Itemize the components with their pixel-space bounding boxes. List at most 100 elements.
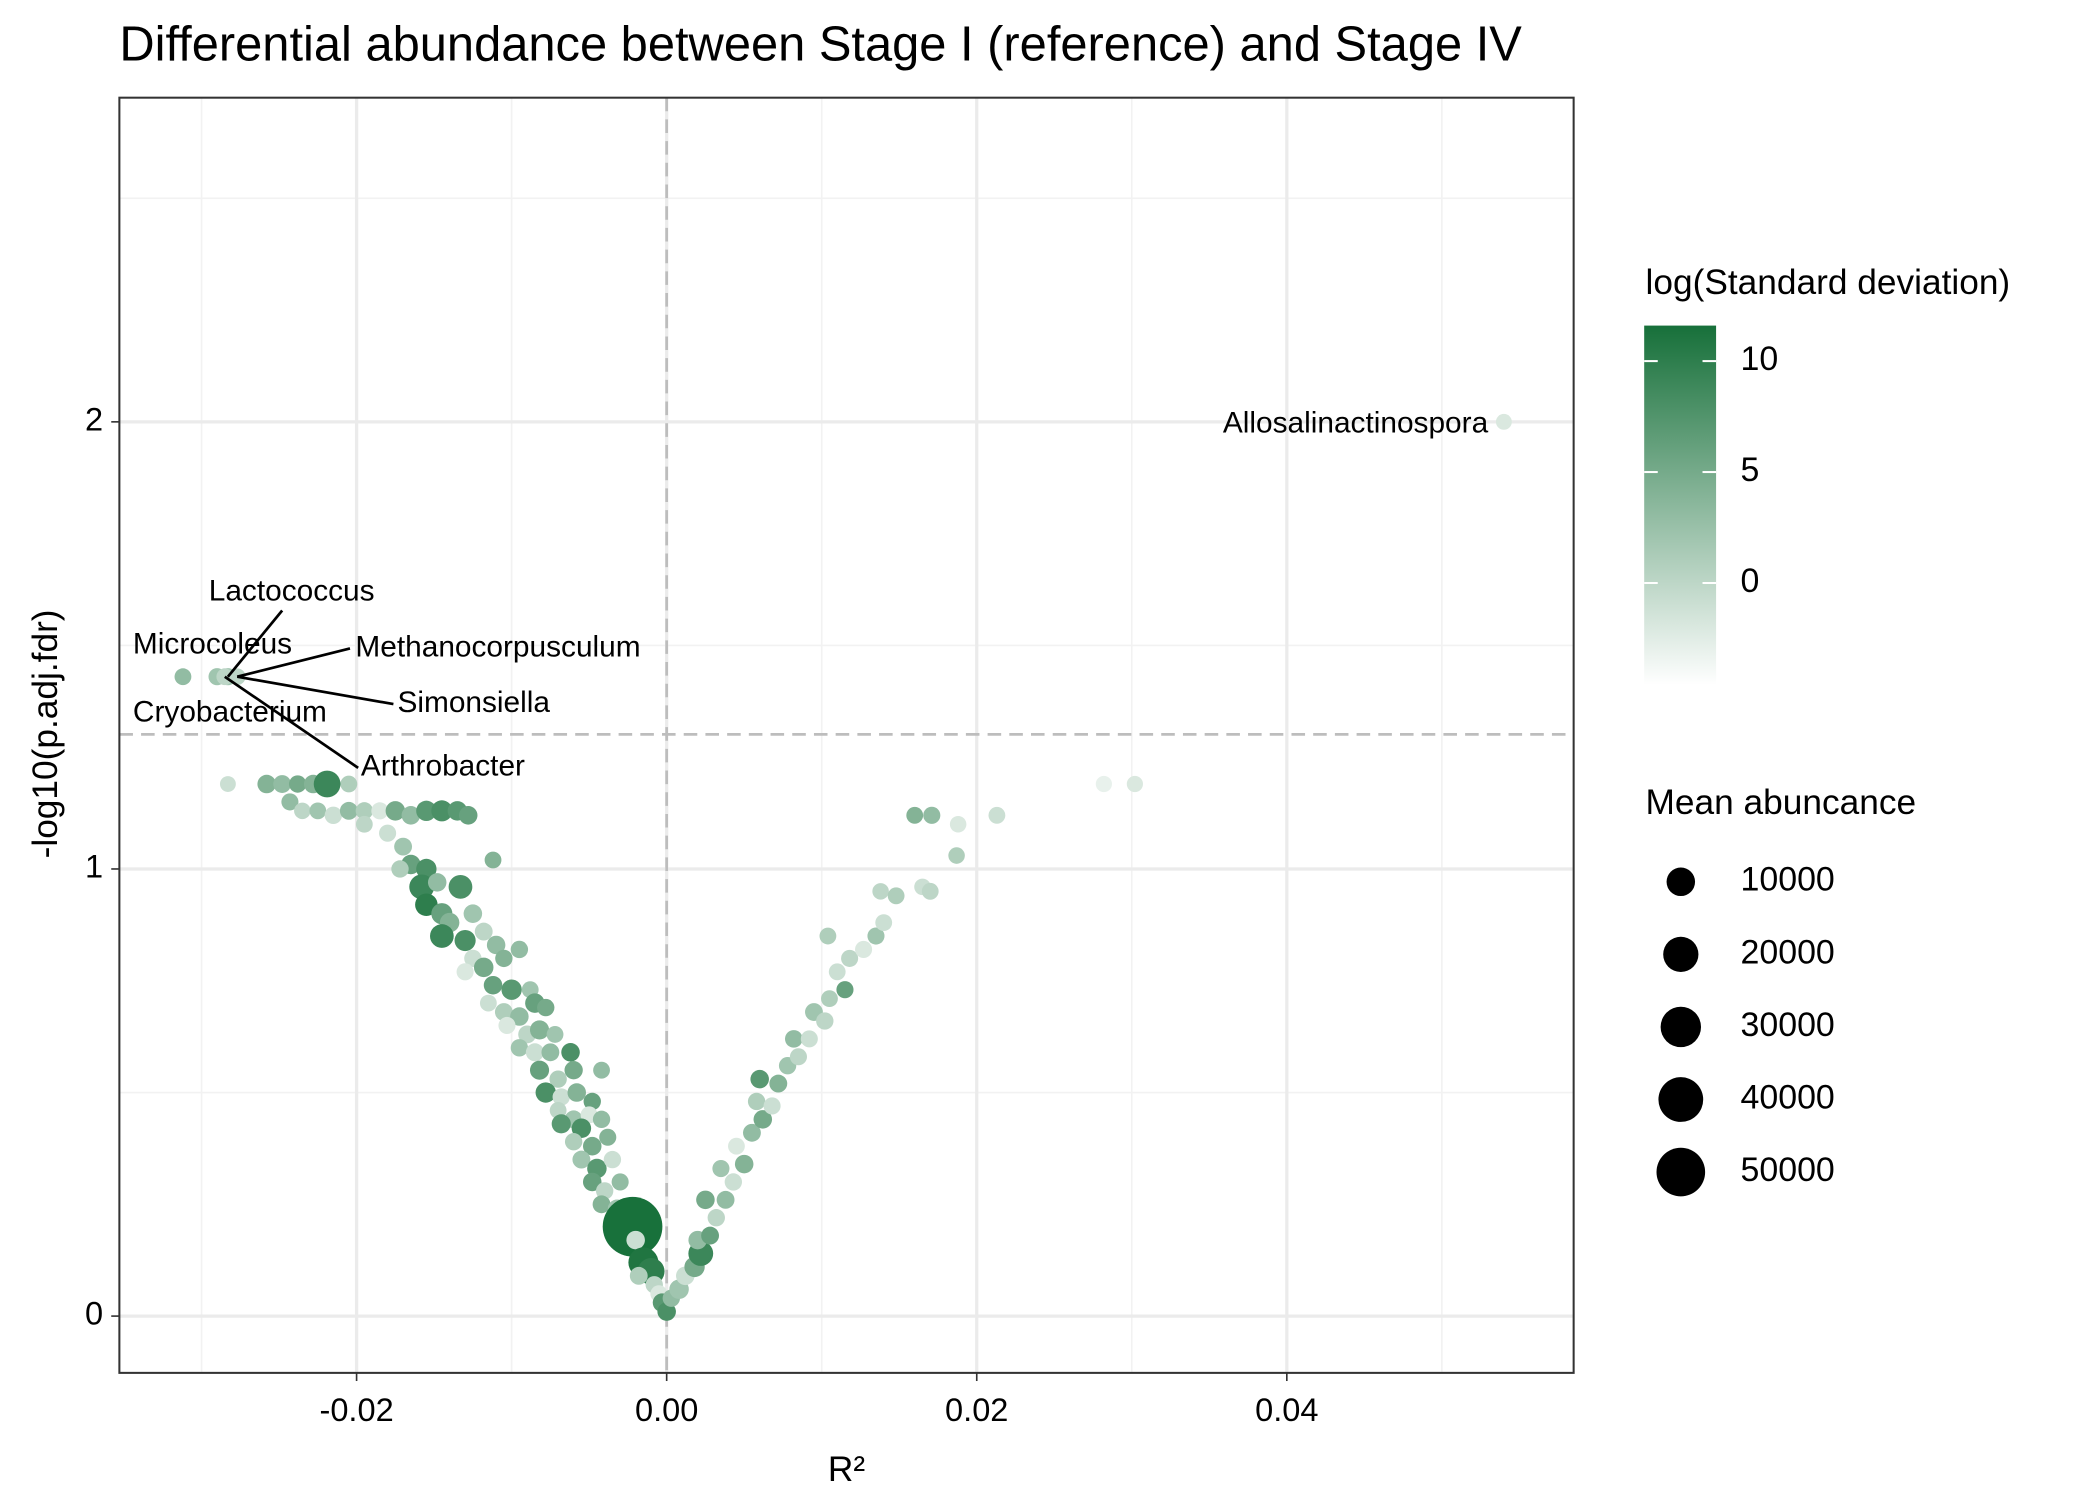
- point: [355, 802, 374, 820]
- point: [529, 1020, 550, 1040]
- point: [355, 815, 373, 833]
- y-axis-title: -log10(p.adj.fdr): [26, 609, 65, 858]
- point: [707, 1209, 725, 1227]
- point: [724, 1173, 743, 1191]
- point: [784, 1030, 803, 1048]
- point: [463, 904, 483, 923]
- point: [841, 949, 859, 967]
- point: [657, 1302, 676, 1321]
- point: [626, 1230, 645, 1250]
- point: [281, 793, 299, 811]
- point: [401, 806, 421, 825]
- point: [763, 1097, 781, 1115]
- point: [750, 1069, 769, 1089]
- x-tick-label: -0.02: [319, 1392, 393, 1428]
- size-legend-label: 50000: [1741, 1151, 1835, 1189]
- point: [582, 1136, 602, 1156]
- point: [1495, 413, 1512, 430]
- color-legend-label: 10: [1741, 340, 1779, 378]
- x-tick-label: 0.00: [635, 1392, 698, 1428]
- point: [561, 1043, 580, 1062]
- point: [257, 774, 276, 794]
- point: [174, 668, 192, 686]
- point: [551, 1114, 571, 1134]
- point-label: Microcoleus: [133, 628, 292, 661]
- point: [535, 1082, 556, 1103]
- point: [510, 1007, 529, 1026]
- point: [494, 1003, 513, 1021]
- point: [821, 990, 838, 1008]
- point: [592, 1110, 611, 1129]
- point: [458, 806, 478, 825]
- point: [391, 860, 409, 878]
- point: [510, 940, 529, 959]
- point: [595, 1182, 614, 1200]
- point: [819, 927, 837, 945]
- point: [294, 802, 311, 820]
- point: [430, 924, 454, 948]
- point: [379, 824, 397, 842]
- point: [309, 802, 327, 820]
- point: [572, 1150, 591, 1169]
- size-key: [1658, 1077, 1704, 1122]
- point: [495, 949, 513, 968]
- point: [479, 994, 497, 1012]
- point: [734, 1154, 754, 1174]
- point: [474, 922, 493, 941]
- point: [564, 1133, 583, 1151]
- point: [498, 1016, 516, 1035]
- point: [416, 800, 437, 822]
- point: [486, 935, 506, 955]
- point: [501, 979, 522, 1000]
- point: [567, 1083, 587, 1102]
- point: [340, 775, 358, 793]
- point: [875, 914, 893, 932]
- size-key: [1660, 1006, 1702, 1048]
- point: [448, 874, 473, 899]
- chart-title: Differential abundance between Stage I (…: [119, 17, 1522, 71]
- point: [923, 806, 941, 824]
- point: [473, 957, 494, 978]
- point: [816, 1012, 834, 1030]
- point: [324, 806, 343, 824]
- point: [529, 1060, 550, 1080]
- label-leader: [236, 675, 394, 706]
- point: [599, 1128, 617, 1146]
- point-label: Simonsiella: [397, 686, 550, 719]
- point: [906, 806, 924, 824]
- point: [948, 847, 965, 864]
- point: [593, 1061, 610, 1079]
- point: [921, 882, 939, 900]
- point: [629, 1266, 648, 1285]
- point-label: Arthrobacter: [361, 750, 525, 783]
- size-legend-label: 10000: [1741, 861, 1835, 899]
- point: [603, 1150, 622, 1169]
- label-leader: [226, 609, 284, 678]
- point: [537, 998, 555, 1017]
- point: [525, 1043, 544, 1062]
- point: [728, 1137, 745, 1155]
- point: [219, 776, 236, 792]
- point: [949, 816, 967, 833]
- size-legend-label: 30000: [1741, 1006, 1835, 1044]
- point: [988, 806, 1006, 824]
- point: [484, 851, 502, 869]
- color-legend-label: 0: [1741, 562, 1760, 600]
- point: [385, 801, 406, 821]
- x-tick-label: 0.04: [1255, 1392, 1318, 1428]
- point: [696, 1190, 715, 1210]
- point: [273, 775, 292, 793]
- point: [288, 775, 307, 793]
- color-legend-label: 5: [1741, 451, 1760, 489]
- label-leader: [224, 675, 359, 769]
- point: [313, 770, 341, 798]
- plot-panel-border: [118, 96, 1575, 1374]
- point: [855, 940, 873, 958]
- point: [1095, 775, 1112, 793]
- point: [456, 963, 474, 981]
- y-tick-label: 2: [85, 401, 103, 437]
- size-legend-label: 40000: [1741, 1078, 1835, 1116]
- point-label: Allosalinactinospora: [1223, 406, 1489, 439]
- point: [409, 874, 435, 900]
